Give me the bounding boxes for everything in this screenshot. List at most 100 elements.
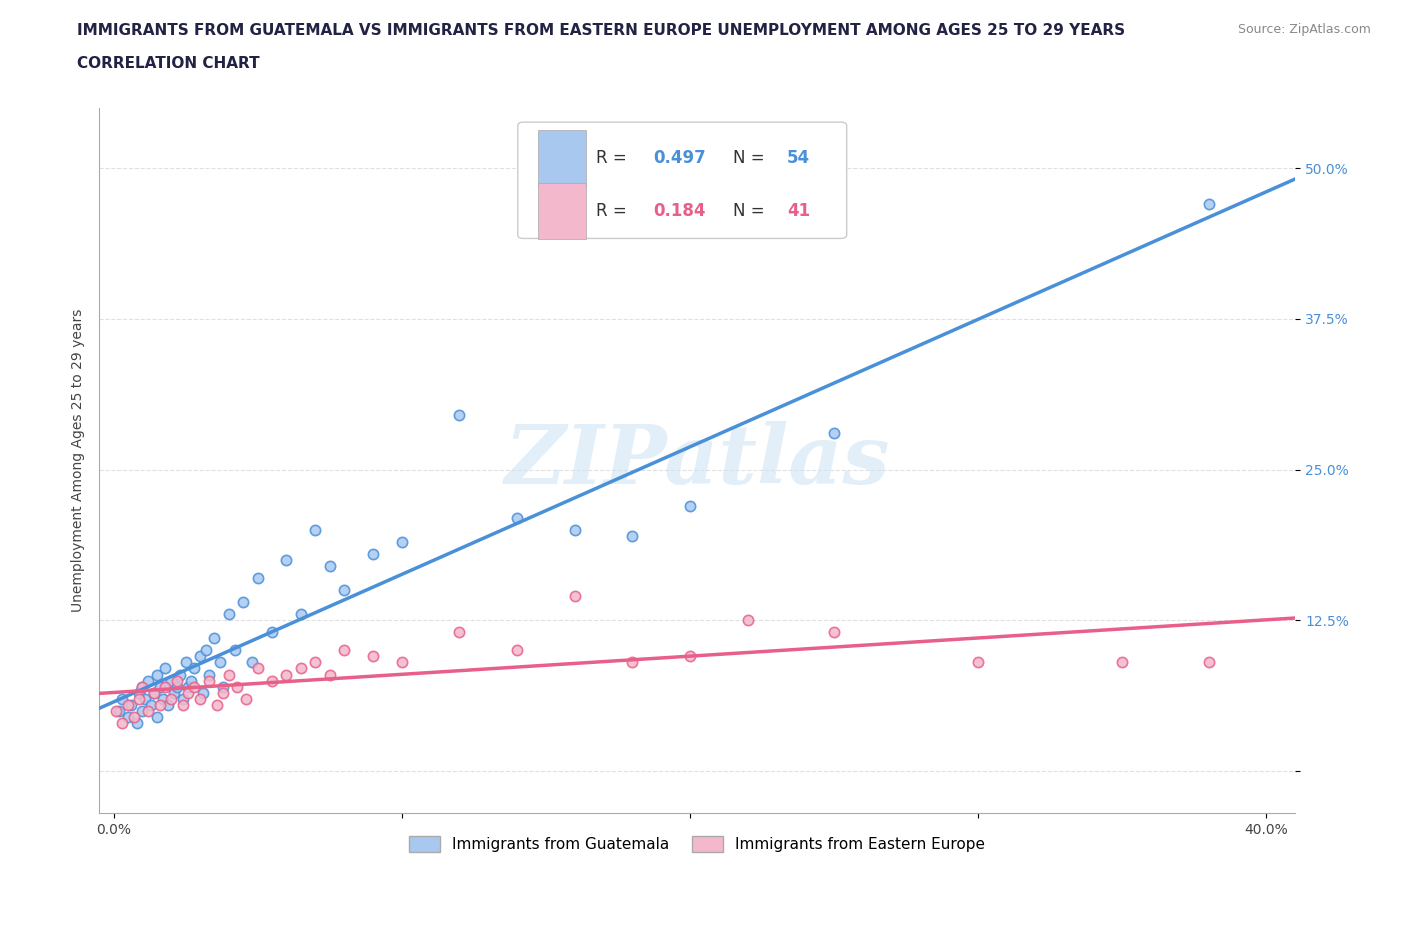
Point (122, 710, 145, 724)
Point (304, 655, 326, 670)
Point (183, 661, 205, 676)
Text: CORRELATION CHART: CORRELATION CHART (77, 56, 260, 71)
Point (166, 673, 188, 688)
Point (194, 643, 217, 658)
Point (679, 498, 702, 513)
Point (146, 667, 169, 682)
Text: 41: 41 (787, 202, 810, 219)
Point (361, 649, 384, 664)
Point (449, 408, 471, 423)
Point (131, 703, 153, 718)
Point (204, 631, 226, 645)
Point (823, 625, 845, 640)
Point (155, 679, 177, 694)
Point (155, 661, 177, 676)
Point (246, 661, 269, 676)
Text: N =: N = (733, 202, 770, 219)
Y-axis label: Unemployment Among Ages 25 to 29 years: Unemployment Among Ages 25 to 29 years (72, 309, 86, 612)
Text: 54: 54 (787, 150, 810, 167)
Point (246, 571, 269, 586)
Point (197, 667, 219, 682)
Point (105, 703, 128, 718)
Point (188, 691, 211, 706)
Point (180, 673, 202, 688)
Point (224, 643, 246, 658)
FancyBboxPatch shape (538, 130, 586, 187)
Point (207, 698, 229, 712)
Text: 0.497: 0.497 (652, 150, 706, 167)
Point (149, 679, 172, 694)
Point (226, 679, 249, 694)
Point (679, 649, 702, 664)
Point (621, 528, 644, 543)
Point (134, 691, 156, 706)
Point (142, 685, 165, 700)
Point (260, 673, 283, 688)
Point (177, 679, 200, 694)
Point (449, 625, 471, 640)
Point (128, 691, 150, 706)
Text: IMMIGRANTS FROM GUATEMALA VS IMMIGRANTS FROM EASTERN EUROPE UNEMPLOYMENT AMONG A: IMMIGRANTS FROM GUATEMALA VS IMMIGRANTS … (77, 23, 1125, 38)
Point (967, 655, 990, 670)
Point (188, 649, 211, 664)
Point (166, 679, 188, 694)
Point (120, 698, 142, 712)
Text: R =: R = (596, 202, 631, 219)
Point (142, 685, 165, 700)
Point (506, 643, 529, 658)
Point (240, 655, 263, 670)
Point (391, 655, 413, 670)
Point (212, 679, 235, 694)
Point (212, 685, 235, 700)
Point (163, 685, 186, 700)
Point (318, 667, 340, 682)
Point (160, 691, 183, 706)
Point (172, 698, 194, 712)
Point (197, 673, 219, 688)
Text: ZIPatlas: ZIPatlas (505, 420, 890, 500)
Point (169, 667, 191, 682)
Point (209, 655, 232, 670)
Text: N =: N = (733, 150, 770, 167)
Point (333, 583, 356, 598)
Point (391, 535, 413, 550)
Text: R =: R = (596, 150, 631, 167)
Point (276, 552, 298, 567)
Point (1198, 197, 1220, 212)
FancyBboxPatch shape (538, 182, 586, 239)
Point (111, 715, 134, 730)
Point (136, 673, 159, 688)
Point (125, 715, 148, 730)
Point (232, 595, 254, 610)
Point (136, 703, 159, 718)
Point (183, 679, 205, 694)
Point (290, 606, 312, 621)
Point (218, 606, 240, 621)
Point (621, 655, 644, 670)
Point (506, 511, 529, 525)
Point (564, 589, 586, 604)
Point (290, 661, 312, 676)
Point (117, 698, 139, 712)
Point (318, 559, 340, 574)
Point (149, 698, 172, 712)
Point (128, 685, 150, 700)
Point (111, 691, 134, 706)
Point (737, 613, 759, 628)
Point (146, 710, 169, 724)
Point (157, 698, 180, 712)
Point (191, 685, 214, 700)
Point (139, 698, 162, 712)
Point (1111, 655, 1133, 670)
Point (1198, 655, 1220, 670)
Point (152, 691, 174, 706)
Point (108, 703, 131, 718)
Point (172, 691, 194, 706)
Point (160, 673, 183, 688)
Point (174, 655, 197, 670)
Point (823, 426, 845, 441)
Point (361, 547, 384, 562)
Point (131, 679, 153, 694)
Legend: Immigrants from Guatemala, Immigrants from Eastern Europe: Immigrants from Guatemala, Immigrants fr… (404, 830, 991, 858)
Point (218, 667, 240, 682)
